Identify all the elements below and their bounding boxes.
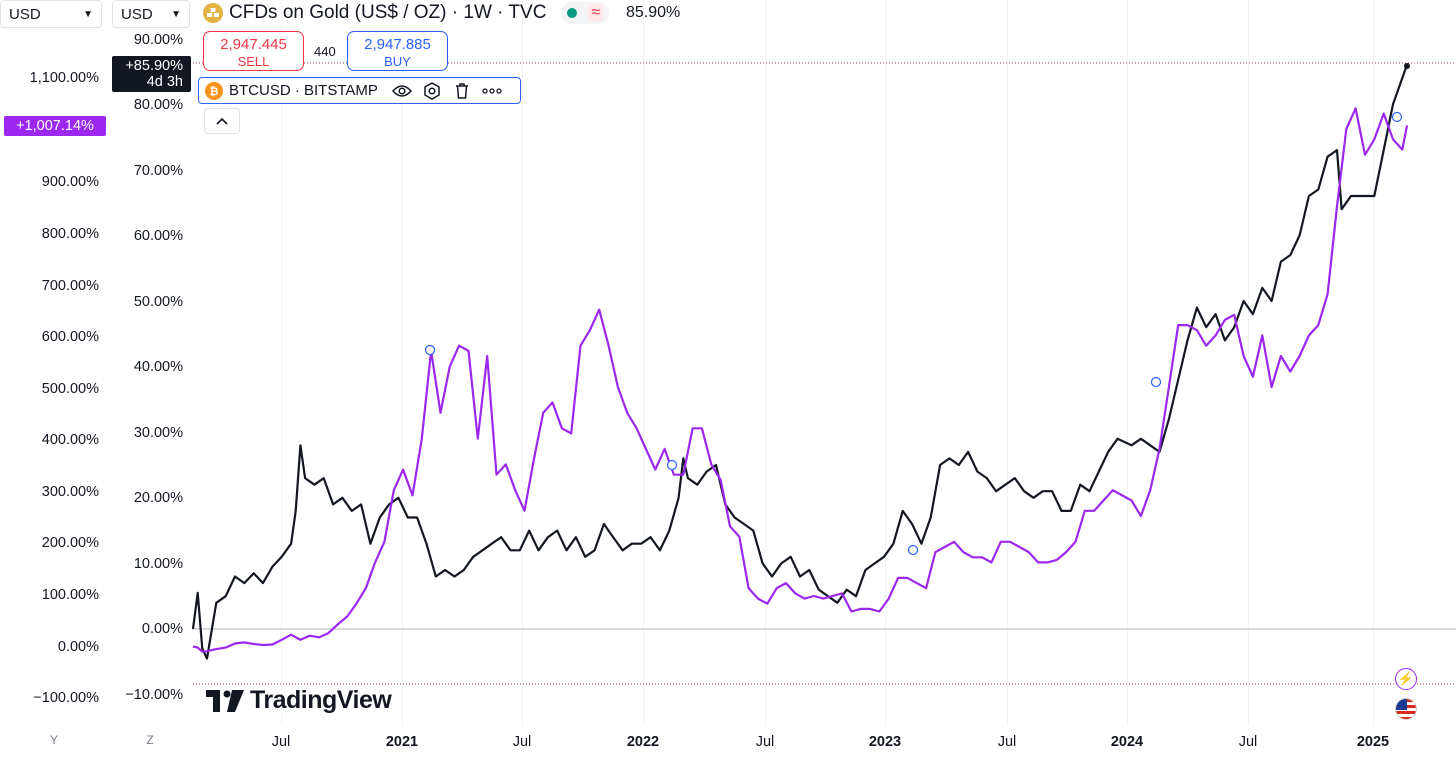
btc-axis-tick-label: 400.00% [41, 432, 99, 448]
last-value-label: +85.90% 4d 3h [112, 56, 191, 92]
time-axis-tick-label: 2022 [626, 734, 660, 750]
market-open-dot [566, 8, 577, 18]
currency-label: USD [9, 5, 41, 23]
currency-label: USD [121, 5, 153, 23]
time-axis-tick-label: Jul [512, 734, 532, 750]
vertical-gridline [1373, 0, 1374, 725]
vertical-gridline [522, 0, 523, 725]
event-marker[interactable] [1150, 376, 1162, 388]
gold-axis-tick-label: 80.00% [133, 97, 183, 113]
collapse-legend-button[interactable] [204, 108, 240, 134]
chevron-down-icon: ▼ [171, 8, 181, 20]
btc-axis-tick-label: 700.00% [41, 278, 99, 294]
event-marker[interactable] [424, 344, 436, 356]
btc-axis-tick-label: 0.00% [57, 639, 99, 655]
btc-axis-tick-label: 200.00% [41, 535, 99, 551]
compare-symbol-label: BTCUSD · BITSTAMP [229, 82, 378, 99]
vertical-gridline [643, 0, 644, 725]
settings-icon[interactable] [420, 79, 444, 103]
us-flag-icon[interactable] [1395, 698, 1417, 720]
vertical-gridline [402, 0, 403, 725]
btc-last-value-badge: +1,007.14% [4, 116, 106, 136]
gold-bars-icon [203, 3, 223, 23]
btc-axis-tick-label: 100.00% [41, 587, 99, 603]
sell-label: SELL [237, 54, 270, 69]
gold-axis-tick-label: −10.00% [125, 687, 183, 703]
btc-axis-tick-label: 300.00% [41, 484, 99, 500]
currency-select-left[interactable]: USD ▼ [0, 0, 102, 28]
gold-axis-tick-label: 0.00% [141, 621, 183, 637]
event-marker[interactable] [907, 544, 919, 556]
time-axis-tick-label: 2024 [1110, 734, 1144, 750]
gold-axis-tick-label: 70.00% [133, 163, 183, 179]
gold-series-line[interactable] [191, 64, 1409, 660]
vertical-gridline [885, 0, 886, 725]
symbol-header[interactable]: CFDs on Gold (US$ / OZ) · 1W · TVC [203, 2, 546, 24]
tradingview-logo-icon [206, 689, 244, 712]
sell-button[interactable]: 2,947.445 SELL [203, 31, 304, 71]
market-status-pill[interactable]: ≈ [561, 2, 609, 24]
time-axis-tick-label: Jul [755, 734, 775, 750]
time-axis-tick-label: Jul [271, 734, 291, 750]
lightning-icon[interactable]: ⚡ [1395, 668, 1417, 690]
bitcoin-icon: ₿ [205, 81, 223, 100]
last-value: +85.90% [125, 58, 183, 74]
btc-axis-tick-label: 900.00% [41, 174, 99, 190]
buy-label: BUY [384, 54, 411, 69]
vertical-gridline [1248, 0, 1249, 725]
watermark-text: TradingView [250, 686, 392, 714]
approx-icon: ≈ [588, 4, 604, 22]
event-marker[interactable] [666, 459, 678, 471]
time-axis-tick-label: 2025 [1356, 734, 1390, 750]
time-axis-tick-label: 2021 [385, 734, 419, 750]
btc-axis-tick-label: 500.00% [41, 381, 99, 397]
last-point-dot [1404, 63, 1410, 69]
gold-axis-tick-label: 50.00% [133, 294, 183, 310]
gold-axis-tick-label: 60.00% [133, 228, 183, 244]
sell-price: 2,947.445 [220, 36, 287, 53]
eye-icon[interactable] [390, 79, 414, 103]
chevron-down-icon: ▼ [83, 8, 93, 20]
vertical-gridline [765, 0, 766, 725]
y-axis-toggle-button[interactable]: Y [49, 733, 58, 747]
vertical-gridline [281, 0, 282, 725]
btc-axis-tick-label: −100.00% [33, 690, 99, 706]
btc-axis-tick-label: 600.00% [41, 329, 99, 345]
spread-value: 440 [314, 44, 336, 59]
btc-series-line[interactable] [192, 107, 1409, 653]
compare-symbol-row[interactable]: ₿ BTCUSD · BITSTAMP [198, 77, 521, 104]
btc-axis-tick-label: 1,100.00% [29, 70, 99, 86]
gold-axis-tick-label: 20.00% [133, 490, 183, 506]
event-marker[interactable] [1391, 111, 1403, 123]
buy-price: 2,947.885 [364, 36, 431, 53]
svg-text:₿: ₿ [210, 85, 219, 98]
trash-icon[interactable] [450, 79, 474, 103]
bar-countdown: 4d 3h [146, 74, 183, 90]
chevron-up-icon [216, 117, 228, 125]
header-pct-value: 85.90% [626, 4, 681, 21]
gold-axis-tick-label: 10.00% [133, 556, 183, 572]
gold-axis-tick-label: 40.00% [133, 359, 183, 375]
time-axis-tick-label: Jul [997, 734, 1017, 750]
btc-axis-tick-label: 800.00% [41, 226, 99, 242]
currency-select-right[interactable]: USD ▼ [112, 0, 190, 28]
time-axis-tick-label: Jul [1238, 734, 1258, 750]
z-axis-toggle-button[interactable]: Z [146, 733, 154, 747]
vertical-gridline [1007, 0, 1008, 725]
gold-axis-tick-label: 90.00% [133, 32, 183, 48]
more-icon[interactable] [480, 79, 504, 103]
buy-button[interactable]: 2,947.885 BUY [347, 31, 448, 71]
tradingview-watermark: TradingView [206, 686, 392, 715]
time-axis-tick-label: 2023 [868, 734, 902, 750]
vertical-gridline [1127, 0, 1128, 725]
event-markers[interactable] [424, 111, 1403, 556]
symbol-title: CFDs on Gold (US$ / OZ) · 1W · TVC [229, 2, 547, 23]
gold-axis-tick-label: 30.00% [133, 425, 183, 441]
